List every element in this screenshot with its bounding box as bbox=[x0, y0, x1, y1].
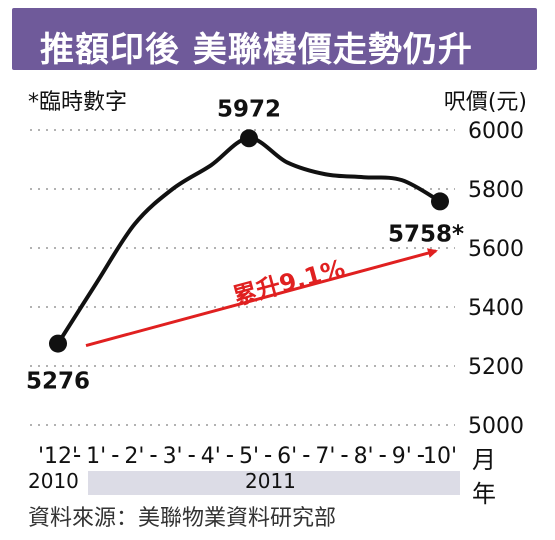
year-label-2011: 2011 bbox=[245, 469, 296, 493]
month-unit-label: 月 bbox=[472, 446, 496, 474]
x-tick-label: 7' bbox=[315, 444, 335, 469]
x-tick-label: 5' bbox=[239, 444, 259, 469]
data-label: 5972 bbox=[217, 96, 281, 122]
year-band bbox=[88, 471, 460, 495]
year-label-2010: 2010 bbox=[28, 469, 79, 493]
y-tick-label: 5800 bbox=[468, 178, 524, 203]
x-tick-label: 2' bbox=[124, 444, 144, 469]
x-tick-label: 9' bbox=[392, 444, 412, 469]
x-tick-label: 3' bbox=[163, 444, 183, 469]
provisional-note: *臨時數字 bbox=[28, 90, 128, 115]
trend-annotation: 累升9.1% bbox=[230, 254, 348, 311]
x-tick-label: 1' bbox=[86, 444, 106, 469]
year-unit-label: 年 bbox=[472, 480, 496, 508]
data-label: 5276 bbox=[26, 369, 90, 395]
x-tick-label: '12' bbox=[38, 444, 78, 469]
data-label: 5758* bbox=[388, 221, 464, 247]
chart-title: 推額印後 美聯樓價走勢仍升 bbox=[40, 30, 473, 70]
x-tick-label: 8' bbox=[354, 444, 374, 469]
y-tick-label: 5000 bbox=[468, 414, 524, 439]
data-point bbox=[240, 129, 258, 148]
title-bar: 推額印後 美聯樓價走勢仍升 bbox=[12, 8, 537, 70]
y-tick-label: 5400 bbox=[468, 296, 524, 321]
y-tick-label: 6000 bbox=[468, 119, 524, 144]
data-point bbox=[431, 192, 449, 211]
y-tick-label: 5600 bbox=[468, 237, 524, 262]
x-tick-label: 4' bbox=[201, 444, 221, 469]
series-line bbox=[56, 136, 442, 345]
source-note: 資料來源：美聯物業資料研究部 bbox=[28, 506, 337, 531]
x-tick-label: 6' bbox=[277, 444, 297, 469]
unit-label: 呎價(元) bbox=[443, 90, 527, 115]
trend-arrow bbox=[85, 248, 438, 348]
x-tick-label: 10' bbox=[423, 444, 457, 469]
y-tick-label: 5200 bbox=[468, 355, 524, 380]
data-point bbox=[49, 334, 67, 353]
